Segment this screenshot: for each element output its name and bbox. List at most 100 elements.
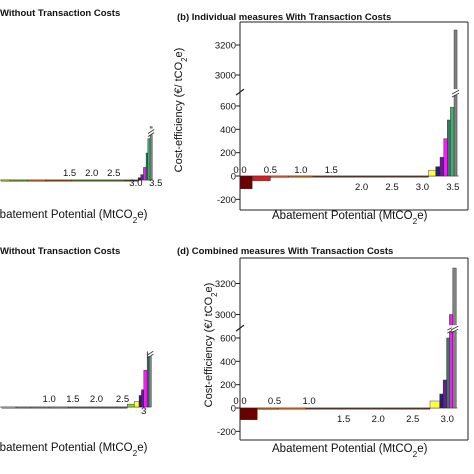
x-axis-label: 2.5 xyxy=(406,414,419,425)
x-axis-label: 1.5 xyxy=(66,394,79,405)
bar xyxy=(446,337,450,409)
bar-break-mark xyxy=(147,129,155,137)
axis-break-mark xyxy=(235,88,245,96)
bar xyxy=(251,175,271,181)
bar xyxy=(15,406,31,409)
y-tick-label: -200 xyxy=(217,427,236,438)
x-axis-label: 2.5 xyxy=(116,394,129,405)
bar xyxy=(30,406,50,409)
x-axis-label: 3.0 xyxy=(129,178,142,189)
bar xyxy=(71,179,126,182)
panel-a-title: Without Transaction Costs xyxy=(0,8,120,19)
y-tick-label: 3200 xyxy=(215,279,236,290)
y-tick-label: 0 xyxy=(231,172,236,183)
x-axis-label: 0.0 xyxy=(233,396,246,407)
x-axis-label: 3.0 xyxy=(416,182,429,193)
bar xyxy=(429,400,440,409)
y-tick-label: 0 xyxy=(231,404,236,415)
bar xyxy=(149,126,153,181)
panel-c: Without Transaction Costs 1.0 1.5 2.0 2.53 … xyxy=(0,246,154,458)
panel-b-title: (b) Individual measures With Transaction… xyxy=(177,12,391,23)
bar xyxy=(148,353,152,408)
bar xyxy=(9,179,28,182)
panel-a: Without Transaction Costs 1.5 2.0 2.5 3.0 3.… xyxy=(0,8,162,225)
x-axis-label: 3.0 xyxy=(441,414,454,425)
y-tick-label: 200 xyxy=(220,380,236,391)
panel-a-plot: 1.5 2.0 2.5 3.0 3.5 xyxy=(0,126,162,189)
bar xyxy=(288,175,314,178)
x-axis-label: 2.5 xyxy=(107,168,120,179)
x-axis-label: 1.0 xyxy=(294,165,307,176)
x-axis-label: 2.0 xyxy=(355,182,368,193)
y-tick-label: 3200 xyxy=(215,41,236,52)
bar xyxy=(453,29,458,177)
bar xyxy=(146,351,150,408)
panel-b: (b) Individual measures With Transaction… xyxy=(173,12,469,226)
panel-d-plot: -200 0 200 400 600 3000 3200 0.0 0.5 1.0 1.5 2.0 2.5… xyxy=(215,257,469,441)
bar xyxy=(439,157,444,177)
x-axis-label: 1.0 xyxy=(43,394,56,405)
y-tick-label: 400 xyxy=(220,125,236,136)
axis-break-mark xyxy=(235,324,245,332)
x-axis-label: 3 xyxy=(141,406,146,417)
panel-d-ylabel: Cost-efficiency (€/ tCO2e) xyxy=(203,283,219,408)
x-axis-label: 0.5 xyxy=(264,165,277,176)
x-axis-label: 2.0 xyxy=(85,168,98,179)
panel-a-xlabel: Abatement Potential (MtCO2e) xyxy=(0,209,148,225)
y-tick-label: 400 xyxy=(220,357,236,368)
panel-b-ylabel: Cost-efficiency (€/ tCO2e) xyxy=(173,48,189,173)
bar xyxy=(1,406,17,409)
y-tick-label: 200 xyxy=(220,148,236,159)
bar xyxy=(145,152,149,181)
bar xyxy=(312,175,429,178)
y-tick-label: -200 xyxy=(217,195,236,206)
bar xyxy=(45,179,72,182)
bar-break-mark xyxy=(146,350,154,359)
bar xyxy=(141,389,145,408)
x-axis-label: 0.5 xyxy=(268,396,281,407)
bar xyxy=(0,179,11,182)
bar xyxy=(452,267,457,409)
panel-d: (d) Combined measures With Transaction C… xyxy=(177,246,469,459)
panel-c-title: Without Transaction Costs xyxy=(0,246,120,257)
x-axis-label: 3.5 xyxy=(149,178,162,189)
bar xyxy=(277,407,306,410)
x-axis-label: 0.0 xyxy=(233,165,246,176)
bar xyxy=(239,175,253,190)
y-tick-label: 3000 xyxy=(215,310,236,321)
bar xyxy=(27,179,46,182)
bar xyxy=(435,166,441,177)
x-axis-label: 1.5 xyxy=(337,414,350,425)
x-axis-label: 3.5 xyxy=(446,182,459,193)
x-axis-label: 1.5 xyxy=(325,165,338,176)
y-tick-label: 600 xyxy=(220,333,236,344)
bar xyxy=(239,407,258,420)
bar xyxy=(439,393,444,409)
bar xyxy=(257,407,279,410)
x-axis-label: 2.0 xyxy=(372,414,385,425)
panel-c-xlabel: Abatement Potential (MtCO2e) xyxy=(0,442,148,458)
bar-break-mark xyxy=(451,89,460,98)
x-axis-label: 1.0 xyxy=(302,396,315,407)
x-axis-label: 2.5 xyxy=(385,182,398,193)
bar xyxy=(428,169,436,177)
bar xyxy=(124,179,139,182)
bar xyxy=(443,138,448,177)
bar xyxy=(143,370,148,408)
bar-break-mark xyxy=(450,325,459,334)
panel-b-plot: -200 0 200 400 600 3000 3200 0.0 0.5 1.0 1.5 2.0 2.5… xyxy=(215,21,469,211)
panel-d-xlabel: Abatement Potential (MtCO2e) xyxy=(272,443,428,459)
bar xyxy=(450,106,455,177)
bar xyxy=(270,175,289,178)
y-tick-label: 600 xyxy=(220,101,236,112)
bar xyxy=(147,138,151,181)
y-tick-label: 3000 xyxy=(215,71,236,82)
bar xyxy=(48,406,69,409)
bar xyxy=(442,379,447,409)
x-axis-label: 2.0 xyxy=(90,394,103,405)
x-axis-label: 1.5 xyxy=(63,168,76,179)
panel-b-xlabel: Abatement Potential (MtCO2e) xyxy=(272,210,428,226)
bar xyxy=(305,407,431,410)
bar xyxy=(447,119,451,177)
